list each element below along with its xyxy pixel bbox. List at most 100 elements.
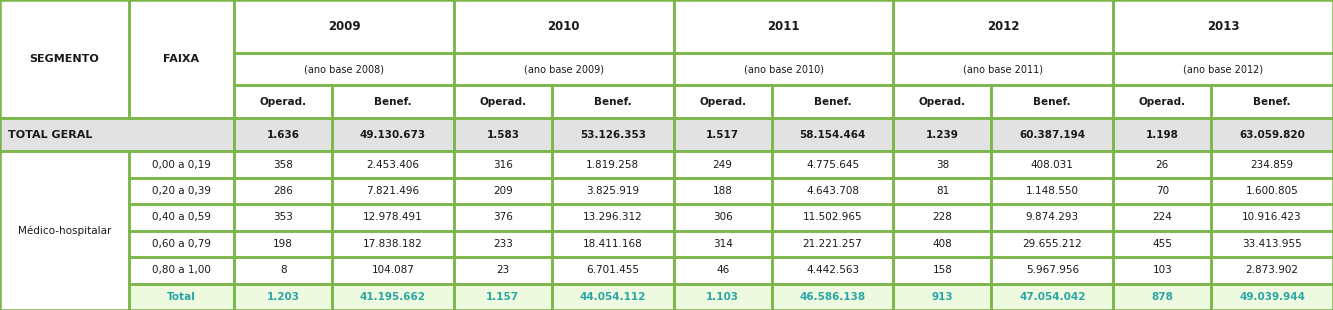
Bar (893, 53, 1113, 85)
Bar (772, 204, 893, 231)
Text: 46.586.138: 46.586.138 (800, 292, 865, 302)
Text: 41.195.662: 41.195.662 (360, 292, 427, 302)
Bar (129, 231, 235, 257)
Bar (455, 53, 673, 85)
Text: 104.087: 104.087 (372, 265, 415, 275)
Bar (893, 151, 992, 178)
Bar (235, 53, 455, 85)
Text: 0,80 a 1,00: 0,80 a 1,00 (152, 265, 211, 275)
Text: Operad.: Operad. (918, 96, 966, 107)
Bar (1113, 257, 1212, 284)
Bar (1113, 151, 1212, 178)
Text: 2011: 2011 (768, 20, 800, 33)
Bar (552, 118, 673, 151)
Bar (332, 178, 455, 204)
Bar (992, 118, 1113, 151)
Bar (455, 151, 552, 178)
Bar (673, 85, 772, 118)
Bar (772, 118, 893, 151)
Bar (893, 257, 992, 284)
Bar (455, 257, 552, 284)
Bar (129, 257, 235, 284)
Bar (992, 204, 1113, 231)
Text: 58.154.464: 58.154.464 (800, 130, 865, 140)
Text: SEGMENTO: SEGMENTO (29, 54, 100, 64)
Text: (ano base 2012): (ano base 2012) (1184, 64, 1264, 74)
Bar (1113, 85, 1212, 118)
Bar (455, 118, 552, 151)
Bar (1113, 231, 1212, 257)
Bar (235, 257, 332, 284)
Bar (235, 231, 332, 257)
Text: FAIXA: FAIXA (164, 54, 200, 64)
Bar (1212, 284, 1333, 310)
Bar (332, 204, 455, 231)
Bar (1212, 85, 1333, 118)
Bar (1212, 151, 1333, 178)
Bar (552, 284, 673, 310)
Bar (455, 204, 552, 231)
Text: 46: 46 (716, 265, 729, 275)
Bar (1113, 0, 1333, 53)
Bar (455, 231, 552, 257)
Bar (235, 85, 332, 118)
Bar (552, 178, 673, 204)
Bar (552, 85, 673, 118)
Text: 408.031: 408.031 (1030, 160, 1074, 170)
Bar (772, 178, 893, 204)
Bar (1212, 178, 1333, 204)
Bar (893, 85, 992, 118)
Text: 21.221.257: 21.221.257 (802, 239, 862, 249)
Text: 0,20 a 0,39: 0,20 a 0,39 (152, 186, 211, 196)
Bar (992, 118, 1113, 151)
Text: 26: 26 (1156, 160, 1169, 170)
Bar (1113, 178, 1212, 204)
Bar (129, 0, 235, 118)
Bar (1113, 284, 1212, 310)
Bar (455, 231, 552, 257)
Text: 4.442.563: 4.442.563 (806, 265, 858, 275)
Bar (893, 85, 992, 118)
Bar (992, 151, 1113, 178)
Bar (129, 178, 235, 204)
Bar (235, 231, 332, 257)
Bar (332, 151, 455, 178)
Bar (893, 118, 992, 151)
Bar (1113, 151, 1212, 178)
Bar (673, 284, 772, 310)
Bar (552, 257, 673, 284)
Bar (332, 118, 455, 151)
Bar (673, 284, 772, 310)
Text: TOTAL GERAL: TOTAL GERAL (8, 130, 92, 140)
Text: 7.821.496: 7.821.496 (367, 186, 420, 196)
Bar (893, 178, 992, 204)
Text: 306: 306 (713, 212, 733, 223)
Bar (455, 284, 552, 310)
Text: (ano base 2009): (ano base 2009) (524, 64, 604, 74)
Bar (1212, 204, 1333, 231)
Bar (673, 53, 893, 85)
Bar (673, 178, 772, 204)
Text: 1.239: 1.239 (926, 130, 958, 140)
Text: Total: Total (167, 292, 196, 302)
Bar (673, 53, 893, 85)
Bar (1212, 231, 1333, 257)
Text: 38: 38 (936, 160, 949, 170)
Text: Benef.: Benef. (1253, 96, 1290, 107)
Text: 11.502.965: 11.502.965 (802, 212, 862, 223)
Text: Operad.: Operad. (480, 96, 527, 107)
Bar (0, 0, 129, 118)
Bar (992, 284, 1113, 310)
Bar (129, 284, 235, 310)
Text: 9.874.293: 9.874.293 (1025, 212, 1078, 223)
Text: Operad.: Operad. (260, 96, 307, 107)
Bar (1212, 118, 1333, 151)
Text: Médico-hospitalar: Médico-hospitalar (17, 225, 111, 236)
Text: 3.825.919: 3.825.919 (587, 186, 640, 196)
Bar (235, 257, 332, 284)
Bar (673, 85, 772, 118)
Bar (235, 178, 332, 204)
Bar (1212, 118, 1333, 151)
Bar (332, 257, 455, 284)
Bar (893, 0, 1113, 53)
